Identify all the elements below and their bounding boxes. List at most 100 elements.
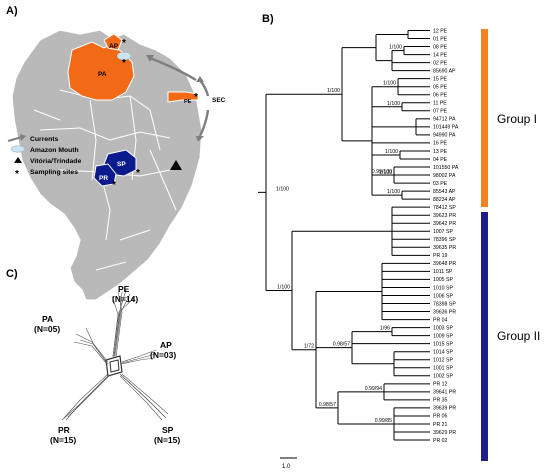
- tree-leaf: 11 PE: [433, 101, 447, 107]
- tree-leaf: 78412 SP: [433, 205, 456, 211]
- tree-leaf: PR 19: [433, 253, 448, 259]
- current-arrow-icon: [7, 136, 23, 142]
- current-arrow-icon: [149, 56, 197, 82]
- legend-sampling-sites: Sampling sites: [30, 169, 78, 176]
- network-label-pe: PE: [118, 284, 130, 294]
- support-value: 1/72: [304, 344, 314, 350]
- tree-leaf: 39641 PR: [433, 390, 456, 396]
- support-value: 0.98/57: [333, 342, 350, 348]
- support-value: 1/100: [327, 88, 340, 94]
- sp-label: SP: [117, 161, 126, 168]
- tree-leaf: 1007 SP: [433, 229, 453, 235]
- tree-leaf: 39636 PR: [433, 309, 456, 315]
- tree-leaf: PR 12: [433, 382, 448, 388]
- ap-label: AP: [109, 43, 119, 50]
- asterisk-icon: *: [136, 168, 140, 179]
- triangle-icon: [170, 160, 182, 170]
- current-arrowheads: [146, 55, 204, 142]
- tree-leaf: 1001 SP: [433, 366, 453, 372]
- amazon-mouth-marker: [116, 51, 132, 61]
- tree-leaf-labels: 12 PE 01 PE 08 PE 14 PE 02 PE 85690 AP 15 PE 05…: [433, 28, 459, 444]
- tree-leaf: 08 PE: [433, 44, 448, 50]
- tree-leaf: PR 02: [433, 438, 448, 444]
- tree-leaf: 98002 PA: [433, 173, 456, 179]
- tree-leaf: 94712 PA: [433, 117, 456, 123]
- tree-leaf: 1014 SP: [433, 350, 453, 356]
- brazil-map: AP PA PE SP PR SEC * * * * *: [11, 29, 226, 301]
- network-branch-ap: [120, 349, 157, 365]
- tree-leaf: PR 35: [433, 398, 448, 404]
- support-value: 1/100: [387, 101, 400, 107]
- tree-leaf: 16 PE: [433, 141, 448, 147]
- network-labels: PE (N=14) PA (N=05) AP (N=03) PR (N=15) …: [34, 284, 180, 445]
- tree-leaf: 01 PE: [433, 36, 448, 42]
- tree-leaf: 85690 AP: [433, 68, 456, 74]
- network-label-pa: PA: [42, 314, 53, 324]
- tree-leaf: 39635 PR: [433, 245, 456, 251]
- network-branch-pa: [73, 327, 109, 365]
- asterisk-icon: *: [122, 38, 126, 49]
- legend-amazon-mouth: Amazon Mouth: [30, 147, 79, 154]
- tree-leaf: 39629 PR: [433, 430, 456, 436]
- tree-support-values: 1/1001/1001/1001/1000.99/1001/1001/1001/…: [276, 45, 402, 424]
- current-arrow-icon: [198, 109, 210, 137]
- support-value: 0.99/94: [365, 386, 382, 392]
- map-legend: Currents Amazon Mouth Vitória/Trindade *…: [7, 134, 81, 180]
- tree-leaf: 1009 SP: [433, 333, 453, 339]
- network-count-pr: (N=15): [50, 435, 76, 445]
- scale-label: 1.0: [282, 464, 291, 470]
- panel-c-label: C): [6, 268, 18, 280]
- panel-a-label: A): [6, 5, 18, 17]
- support-value: 1/100: [383, 81, 396, 87]
- network-count-sp: (N=15): [154, 435, 180, 445]
- asterisk-icon: *: [194, 92, 198, 103]
- sampling-site-markers: * * * * *: [112, 38, 198, 191]
- tree-leaf: 15 PE: [433, 76, 448, 82]
- tree-leaf: 101449 PA: [433, 125, 459, 131]
- network-count-ap: (N=03): [150, 350, 176, 360]
- triangle-icon: [14, 157, 22, 163]
- ap-region: [103, 33, 123, 51]
- tree-leaf: 1015 SP: [433, 341, 453, 347]
- network-core: [105, 355, 123, 377]
- network-count-pe: (N=14): [112, 294, 138, 304]
- pa-label: PA: [98, 71, 107, 78]
- tree-leaf: PR 21: [433, 422, 448, 428]
- tree-leaf: 88234 AP: [433, 197, 456, 203]
- support-value: 0.99/100: [372, 169, 392, 175]
- tree-leaf: 03 PE: [433, 181, 448, 187]
- asterisk-icon: *: [112, 180, 116, 191]
- tree-leaf: 1012 SP: [433, 358, 453, 364]
- network-branch-sp: [119, 373, 169, 421]
- asterisk-icon: *: [15, 169, 19, 180]
- pe-label: PE: [184, 99, 192, 105]
- phylogenetic-tree: [258, 30, 430, 441]
- tree-leaf: 1011 SP: [433, 269, 453, 275]
- pe-region: [167, 91, 199, 103]
- group-2-bar: [481, 212, 488, 461]
- haplotype-network: [61, 289, 169, 421]
- tree-leaf: PR 04: [433, 317, 448, 323]
- group-2-label: Group II: [497, 329, 540, 343]
- tree-leaf: 101550 PA: [433, 165, 459, 171]
- tree-leaf: 14 PE: [433, 52, 448, 58]
- group-1-label: Group I: [497, 112, 537, 126]
- tree-leaf: 39648 PR: [433, 261, 456, 267]
- sec-label: SEC: [212, 97, 226, 104]
- tree-leaf: 1002 SP: [433, 374, 453, 380]
- tree-leaf: 94990 PA: [433, 133, 456, 139]
- tree-leaf: 39623 PR: [433, 213, 456, 219]
- tree-leaf: 1006 SP: [433, 293, 453, 299]
- support-value: 1/100: [379, 170, 392, 176]
- network-branch-pe: [111, 289, 135, 358]
- tree-leaf: 39642 PR: [433, 221, 456, 227]
- tree-leaf: 78398 SP: [433, 301, 456, 307]
- tree-leaf: 85543 AP: [433, 189, 456, 195]
- panel-b-label: B): [262, 13, 274, 25]
- network-count-pa: (N=05): [34, 324, 60, 334]
- support-value: 1/100: [385, 149, 398, 155]
- legend-currents: Currents: [30, 136, 59, 143]
- network-label-sp: SP: [162, 425, 174, 435]
- state-borders: [33, 89, 177, 271]
